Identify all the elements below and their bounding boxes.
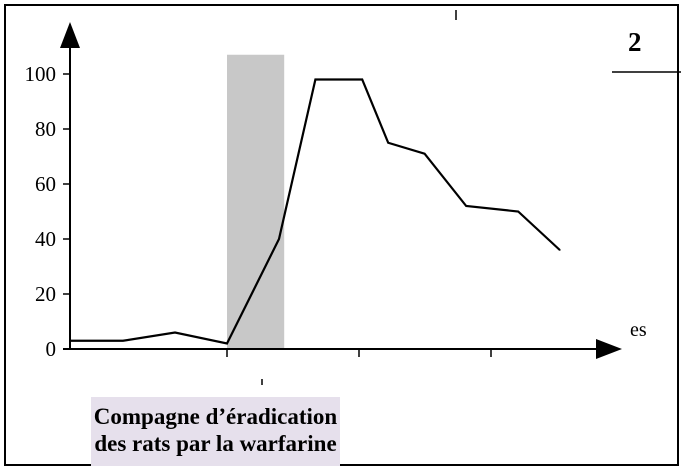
data-point-10 <box>465 205 468 207</box>
figure-number-label: 2 <box>628 27 642 57</box>
figure-frame <box>4 4 679 466</box>
data-point-8 <box>387 141 390 144</box>
data-point-4 <box>278 238 280 240</box>
campaign-band <box>227 54 285 349</box>
caption-line-1: Compagne d’éradication <box>93 404 338 429</box>
data-point-5 <box>314 78 317 81</box>
y-tick-label-20: 20 <box>35 282 56 306</box>
data-point-6 <box>335 78 338 81</box>
data-point-0 <box>70 339 72 342</box>
series-line <box>71 78 561 345</box>
y-axis-arrow <box>60 22 80 48</box>
data-point-3 <box>226 342 228 345</box>
data-point-1 <box>122 339 124 342</box>
data-point-11 <box>517 210 519 213</box>
y-tick-label-40: 40 <box>35 227 56 251</box>
caption-line-2: des rats par la warfarine <box>94 431 337 456</box>
data-point-9 <box>423 152 426 155</box>
x-axis-arrow <box>596 339 622 359</box>
y-tick-label-60: 60 <box>35 172 56 196</box>
x-axis-label-fragment: es <box>630 319 647 341</box>
data-point-12 <box>559 249 561 251</box>
data-point-2 <box>174 331 176 334</box>
y-tick-label-0: 0 <box>46 337 57 361</box>
y-tick-label-100: 100 <box>25 62 57 86</box>
y-tick-label-80: 80 <box>35 117 56 141</box>
campaign-caption-box: Compagne d’éradication des rats par la w… <box>91 397 340 466</box>
data-point-7 <box>361 78 364 81</box>
